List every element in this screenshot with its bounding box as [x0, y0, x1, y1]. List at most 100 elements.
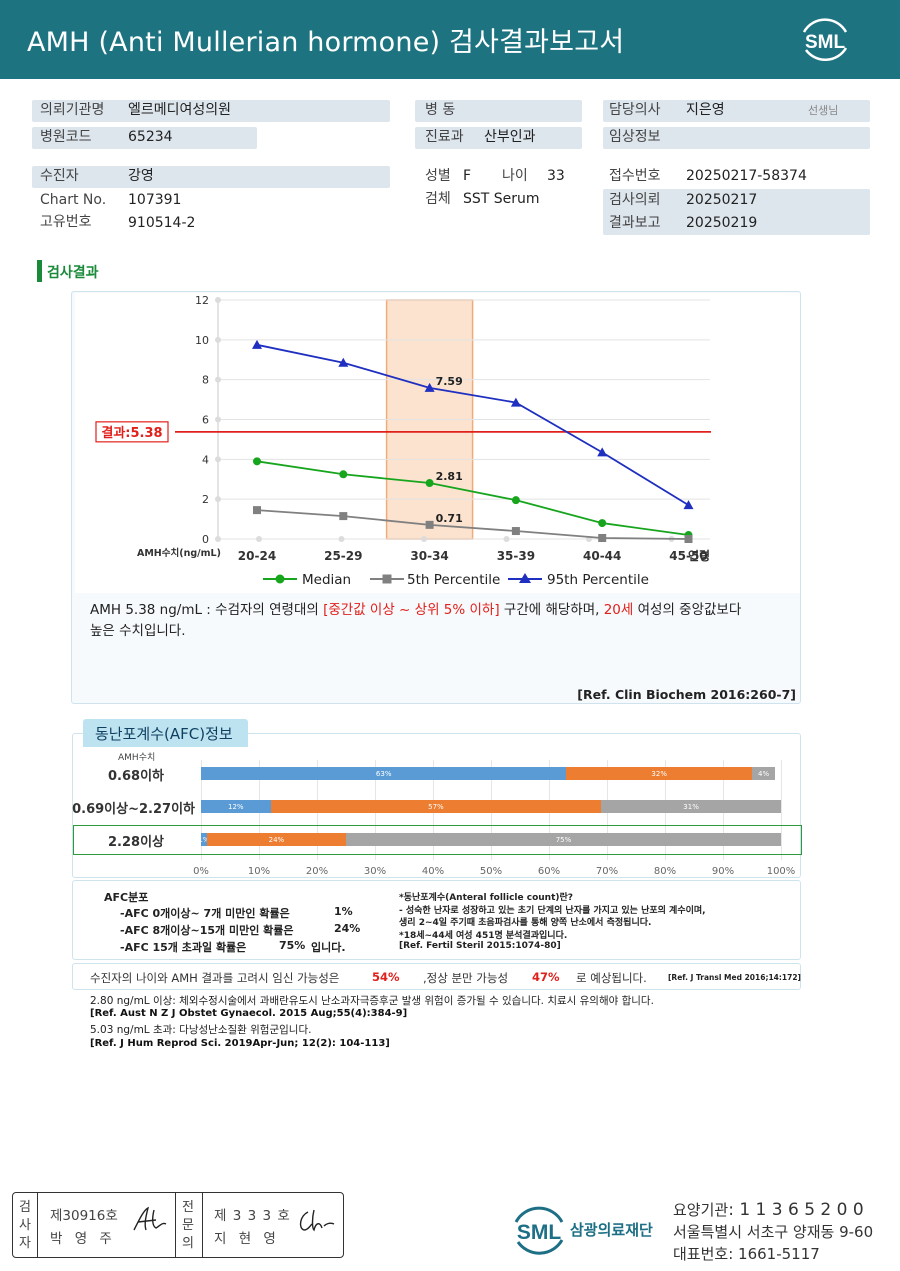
- interpretation-text: AMH 5.38 ng/mL : 수검자의 연령대의 [중간값 이상 ~ 상위 …: [90, 600, 810, 642]
- sml-logo-icon: SML: [802, 18, 848, 62]
- legend-marker: [275, 574, 285, 584]
- sig-divider-1: [37, 1192, 38, 1258]
- afc-bar: 12% 57% 31%: [201, 800, 781, 813]
- result-label: 결과:5.38: [101, 425, 162, 441]
- sig-divider-3: [202, 1192, 203, 1258]
- data-label: 2.81: [436, 470, 463, 483]
- patient-row: [32, 166, 390, 188]
- chart-no-value: 107391: [128, 192, 182, 208]
- afc-bar: 63% 32% 4%: [201, 767, 781, 780]
- afc-bar: 1%24%75%: [201, 833, 781, 846]
- dates-rows: [603, 189, 870, 235]
- data-point: [598, 519, 607, 528]
- afc-bar-segment: 24%: [206, 833, 346, 846]
- address: 서울특별시 서초구 양재동 9-60: [673, 1223, 874, 1241]
- y-tick-label: 12: [195, 294, 209, 307]
- afc-bar-segment: 31%: [601, 800, 781, 813]
- pregnancy-ref: [Ref. J Transl Med 2016;14:172]: [668, 973, 801, 982]
- afc-def-line1: - 성숙한 난자로 성장하고 있는 초기 단계의 난자를 가지고 있는 난포의 …: [399, 906, 706, 916]
- afc-tab: [83, 719, 248, 747]
- afc-bar-segment: 12%: [201, 800, 271, 813]
- data-point: [425, 520, 434, 529]
- afc-bar-segment: 75%: [345, 833, 781, 846]
- sig-divider-2: [175, 1192, 176, 1258]
- x-tick-label: 30-34: [410, 549, 448, 563]
- specimen-label: 검체: [425, 191, 451, 207]
- pregnancy-value1: 54%: [372, 970, 400, 984]
- specialist-label-1: 전: [182, 1200, 194, 1215]
- x-tick-label: 20-24: [238, 549, 276, 563]
- phone-label: 대표번호: [673, 1245, 729, 1263]
- org-name: 삼광의료재단: [570, 1221, 653, 1239]
- series-line-95th-percentile: [256, 343, 689, 506]
- result-label-box: [95, 421, 169, 443]
- receipt-label: 접수번호: [609, 168, 661, 184]
- inspector-label-1: 검: [19, 1200, 31, 1215]
- pregnancy-value2: 47%: [532, 970, 560, 984]
- doctor-suffix: 선생님: [808, 104, 839, 117]
- footnote-ref1: [Ref. Aust N Z J Obstet Gynaecol. 2015 A…: [90, 1008, 408, 1019]
- age-value: 33: [547, 168, 565, 184]
- request-label: 검사의뢰: [609, 192, 661, 208]
- x-tick-label: 40-44: [583, 549, 621, 563]
- amh-line-chart: 0 2 4 6 8 10 12 20-24 25-29 30-34 35-39 40-44 45-50연…: [95, 294, 711, 588]
- x-tick-label: 45-50: [669, 549, 707, 563]
- footnote-ref2: [Ref. J Hum Reprod Sci. 2019Apr-Jun; 12(…: [90, 1038, 390, 1049]
- inspector-signature-icon: [133, 1206, 167, 1231]
- y-tick-label: 0: [202, 533, 209, 546]
- afc-dist2-value: 24%: [334, 922, 361, 935]
- afc-tick-label: 60%: [537, 866, 561, 877]
- afc-dist3-value: 75%: [279, 939, 306, 952]
- series-line-5th-percentile: [256, 509, 689, 540]
- department-row: [415, 127, 582, 149]
- x-tick-dot: [338, 536, 345, 542]
- pregnancy-panel: [72, 963, 801, 990]
- data-point: [684, 535, 693, 543]
- section-marker: [37, 260, 42, 282]
- x-tick-label: 25-29: [324, 549, 362, 563]
- data-point: [339, 470, 348, 479]
- report-header: AMH (Anti Mullerian hormone) 검사결과보고서 SML: [0, 0, 900, 79]
- hospital-code-label: 병원코드: [40, 129, 92, 145]
- afc-bar-segment: 63%: [201, 767, 567, 780]
- id-label: 고유번호: [40, 214, 92, 230]
- hospital-code-value: 65234: [128, 129, 173, 145]
- afc-def-line3: *18세~44세 여성 451명 분석결과입니다.: [399, 931, 568, 941]
- legend-label: 95th Percentile: [547, 572, 649, 588]
- afc-bar-segment: 57%: [270, 800, 602, 813]
- y-tick-label: 2: [202, 493, 209, 506]
- afc-tick-label: 70%: [595, 866, 619, 877]
- data-point: [597, 447, 608, 457]
- code-value: : 1 1 3 6 5 2 0 0: [728, 1200, 864, 1220]
- y-axis-label: AMH수치(ng/mL): [137, 547, 221, 559]
- specialist-label-2: 문: [182, 1218, 194, 1233]
- afc-tick-label: 20%: [305, 866, 329, 877]
- afc-gridline: [781, 760, 782, 860]
- sex-value: F: [463, 168, 472, 184]
- pregnancy-part1: 수진자의 나이와 AMH 결과를 고려시 임신 가능성은: [90, 971, 340, 985]
- clinical-label: 임상정보: [609, 129, 661, 145]
- afc-axis-title: AMH수치: [118, 753, 156, 763]
- institution-row: [32, 100, 390, 122]
- doctor-row: [603, 100, 870, 122]
- report-title: AMH (Anti Mullerian hormone) 검사결과보고서: [27, 27, 625, 58]
- department-label: 진료과: [425, 129, 464, 145]
- specimen-value: SST Serum: [463, 191, 540, 207]
- interp-age: 20세: [603, 602, 634, 618]
- chart-no-label: Chart No.: [40, 192, 107, 208]
- y-tick-label: 10: [195, 334, 209, 347]
- y-tick-label: 8: [202, 374, 209, 387]
- afc-tick-label: 30%: [363, 866, 387, 877]
- legend-label: Median: [302, 572, 351, 588]
- afc-dist2-text: -AFC 8개이상~15개 미만인 확률은: [120, 924, 294, 937]
- specialist-label-3: 의: [182, 1236, 194, 1251]
- afc-highlight-row: [73, 825, 802, 855]
- afc-row-label: 0.68이하: [108, 769, 164, 784]
- x-axis-suffix: 연령: [688, 548, 710, 563]
- afc-dist-title: AFC분포: [104, 891, 149, 904]
- afc-tick-label: 0%: [193, 866, 209, 877]
- data-point: [511, 496, 520, 505]
- afc-tick-label: 40%: [421, 866, 445, 877]
- afc-title: 동난포계수(AFC)정보: [95, 725, 233, 743]
- data-point: [253, 506, 261, 515]
